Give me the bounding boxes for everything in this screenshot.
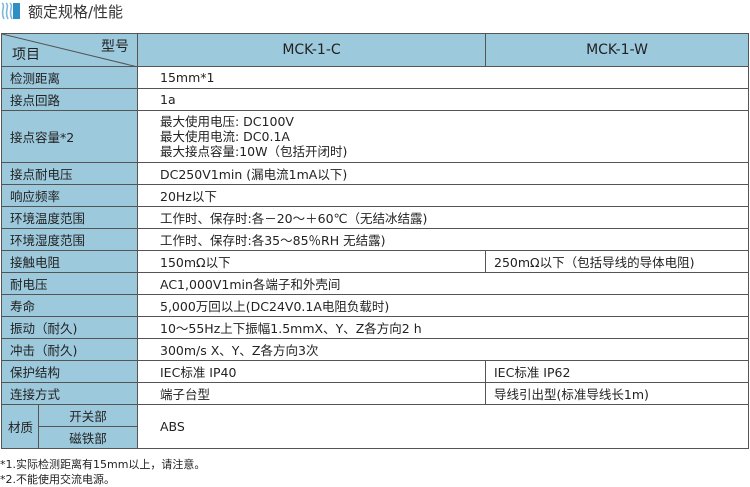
table-row: 环境湿度范围 工作时、保存时:各35～85％RH 无结露) xyxy=(1,228,749,251)
table-row: 材质 开关部 ABS xyxy=(1,404,749,449)
section-title-text: 额定规格/性能 xyxy=(28,2,124,21)
row-value: 10～55Hz上下振幅1.5mmX、Y、Z各方向2 h xyxy=(137,316,749,339)
table-row: 接点耐电压 DC250V1min (漏电流1mA以下) xyxy=(1,162,749,185)
row-value-w: 250mΩ以下（包括导线的导体电阻) xyxy=(485,250,749,273)
table-row: 磁铁部 xyxy=(2,426,749,449)
row-value: 5,000万回以上(DC24V0.1A电阻负载时) xyxy=(137,294,749,317)
row-value: 300m/s X、Y、Z各方向3次 xyxy=(137,338,749,361)
row-value-c: 150mΩ以下 xyxy=(137,250,486,273)
value-line: 最大使用电流: DC0.1A xyxy=(160,129,290,144)
model-c-header: MCK-1-C xyxy=(137,33,486,67)
row-sublabel: 开关部 xyxy=(38,404,138,427)
row-value: AC1,000V1min各端子和外壳间 xyxy=(137,272,749,295)
row-value: ABS xyxy=(137,404,749,449)
row-label: 耐电压 xyxy=(1,272,138,295)
row-label: 连接方式 xyxy=(1,382,138,405)
row-value-c: 端子台型 xyxy=(137,382,486,405)
row-value-w: IEC标准 IP62 xyxy=(485,360,749,383)
model-label: 型号 xyxy=(101,39,129,55)
value-line: 最大接点容量:10W（包括开闭时) xyxy=(160,144,348,159)
value-line: 最大使用电压: DC100V xyxy=(160,114,294,129)
footnote: *2.不能使用交流电源。 xyxy=(0,473,115,486)
row-label: 响应频率 xyxy=(1,184,138,207)
row-label: 环境温度范围 xyxy=(1,206,138,229)
table-row: 耐电压 AC1,000V1min各端子和外壳间 xyxy=(1,272,749,295)
table-row: 环境温度范围 工作时、保存时:各－20～＋60℃（无结冰结露) xyxy=(1,206,749,229)
table-row: 接点容量*2 最大使用电压: DC100V 最大使用电流: DC0.1A 最大接… xyxy=(1,110,749,163)
row-label: 保护结构 xyxy=(1,360,138,383)
table-row: 接触电阻 150mΩ以下 250mΩ以下（包括导线的导体电阻) xyxy=(1,250,749,273)
row-label: 材质 xyxy=(1,404,39,449)
section-title: 额定规格/性能 xyxy=(0,0,123,22)
table-header-row: 型号 项目 MCK-1-C MCK-1-W xyxy=(1,33,749,67)
row-label: 接点容量*2 xyxy=(1,110,138,163)
row-value-c: IEC标准 IP40 xyxy=(137,360,486,383)
table-row: 检测距离 15mm*1 xyxy=(1,66,749,89)
row-sublabel: 磁铁部 xyxy=(38,426,138,449)
row-label: 振动（耐久) xyxy=(1,316,138,339)
table-row: 连接方式 端子台型 导线引出型(标准导线长1m) xyxy=(1,382,749,405)
row-label: 接触电阻 xyxy=(1,250,138,273)
row-label: 检测距离 xyxy=(1,66,138,89)
table-row: 冲击（耐久) 300m/s X、Y、Z各方向3次 xyxy=(1,338,749,361)
item-label: 项目 xyxy=(12,47,40,63)
spec-table: 型号 项目 MCK-1-C MCK-1-W 检测距离 15mm*1 接点回路 1a … xyxy=(1,33,749,449)
row-label: 寿命 xyxy=(1,294,138,317)
table-row: 寿命 5,000万回以上(DC24V0.1A电阻负载时) xyxy=(1,294,749,317)
table-row: 保护结构 IEC标准 IP40 IEC标准 IP62 xyxy=(1,360,749,383)
section-logo-icon xyxy=(0,1,20,21)
model-w-header: MCK-1-W xyxy=(485,33,749,67)
footnote: *1.实际检测距离有15mm以上，请注意。 xyxy=(0,458,206,471)
table-row: 响应频率 20Hz以下 xyxy=(1,184,749,207)
row-value: 工作时、保存时:各35～85％RH 无结露) xyxy=(137,228,749,251)
footnotes: *1.实际检测距离有15mm以上，请注意。 *2.不能使用交流电源。 xyxy=(0,457,205,487)
header-corner: 型号 项目 xyxy=(1,33,138,67)
table-row: 接点回路 1a xyxy=(1,88,749,111)
row-label: 接点耐电压 xyxy=(1,162,138,185)
row-label: 环境湿度范围 xyxy=(1,228,138,251)
table-row: 振动（耐久) 10～55Hz上下振幅1.5mmX、Y、Z各方向2 h xyxy=(1,316,749,339)
row-label: 冲击（耐久) xyxy=(1,338,138,361)
row-value: 工作时、保存时:各－20～＋60℃（无结冰结露) xyxy=(137,206,749,229)
row-value: 1a xyxy=(137,88,749,111)
row-label: 接点回路 xyxy=(1,88,138,111)
row-value: 最大使用电压: DC100V 最大使用电流: DC0.1A 最大接点容量:10W… xyxy=(137,110,749,163)
row-value-w: 导线引出型(标准导线长1m) xyxy=(485,382,749,405)
row-value: DC250V1min (漏电流1mA以下) xyxy=(137,162,749,185)
row-value: 15mm*1 xyxy=(137,66,749,89)
row-value: 20Hz以下 xyxy=(137,184,749,207)
